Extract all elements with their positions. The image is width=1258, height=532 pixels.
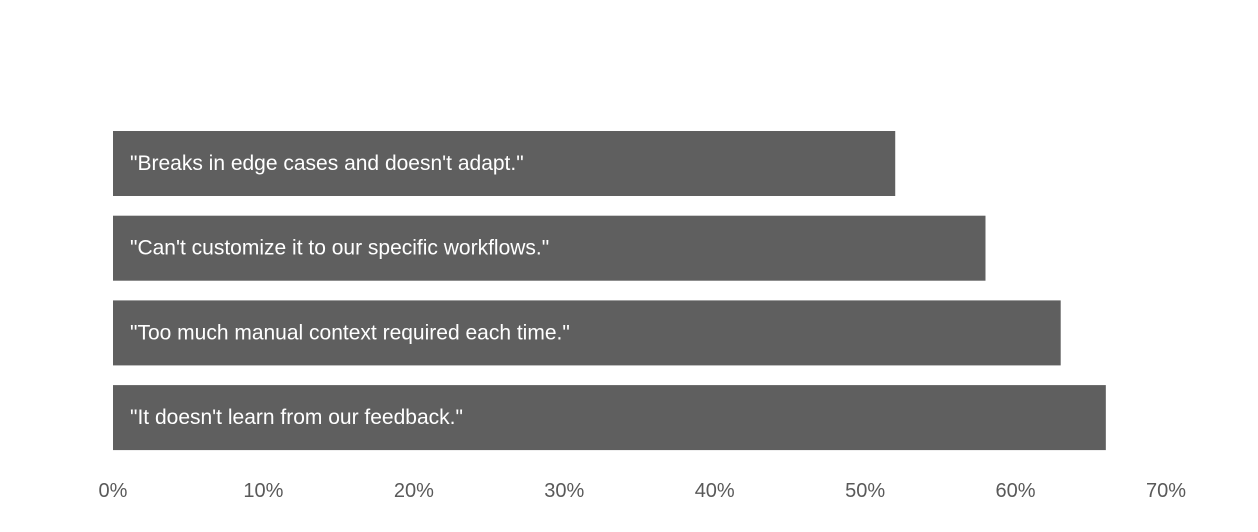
bar-label-1: "Can't customize it to our specific work… [130,237,549,260]
x-tick-label: 40% [695,480,735,502]
x-tick-label: 50% [845,480,885,502]
x-tick-label: 30% [544,480,584,502]
x-tick-label: 10% [243,480,283,502]
bar-0 [113,131,896,196]
bar-label-3: "It doesn't learn from our feedback." [130,406,463,429]
bar-label-0: "Breaks in edge cases and doesn't adapt.… [130,152,524,175]
x-tick-label: 60% [996,480,1036,502]
x-tick-label: 20% [394,480,434,502]
bar-3 [113,385,1106,451]
bar-label-2: "Too much manual context required each t… [130,321,570,344]
x-tick-label: 70% [1146,480,1186,502]
bar-2 [113,300,1061,366]
bars-group: "Breaks in edge cases and doesn't adapt.… [113,131,1106,451]
x-tick-label: 0% [99,480,128,502]
x-axis-ticks: 0% 10% 20% 30% 40% 50% 60% 70% [99,480,1187,502]
bar-1 [113,215,986,281]
